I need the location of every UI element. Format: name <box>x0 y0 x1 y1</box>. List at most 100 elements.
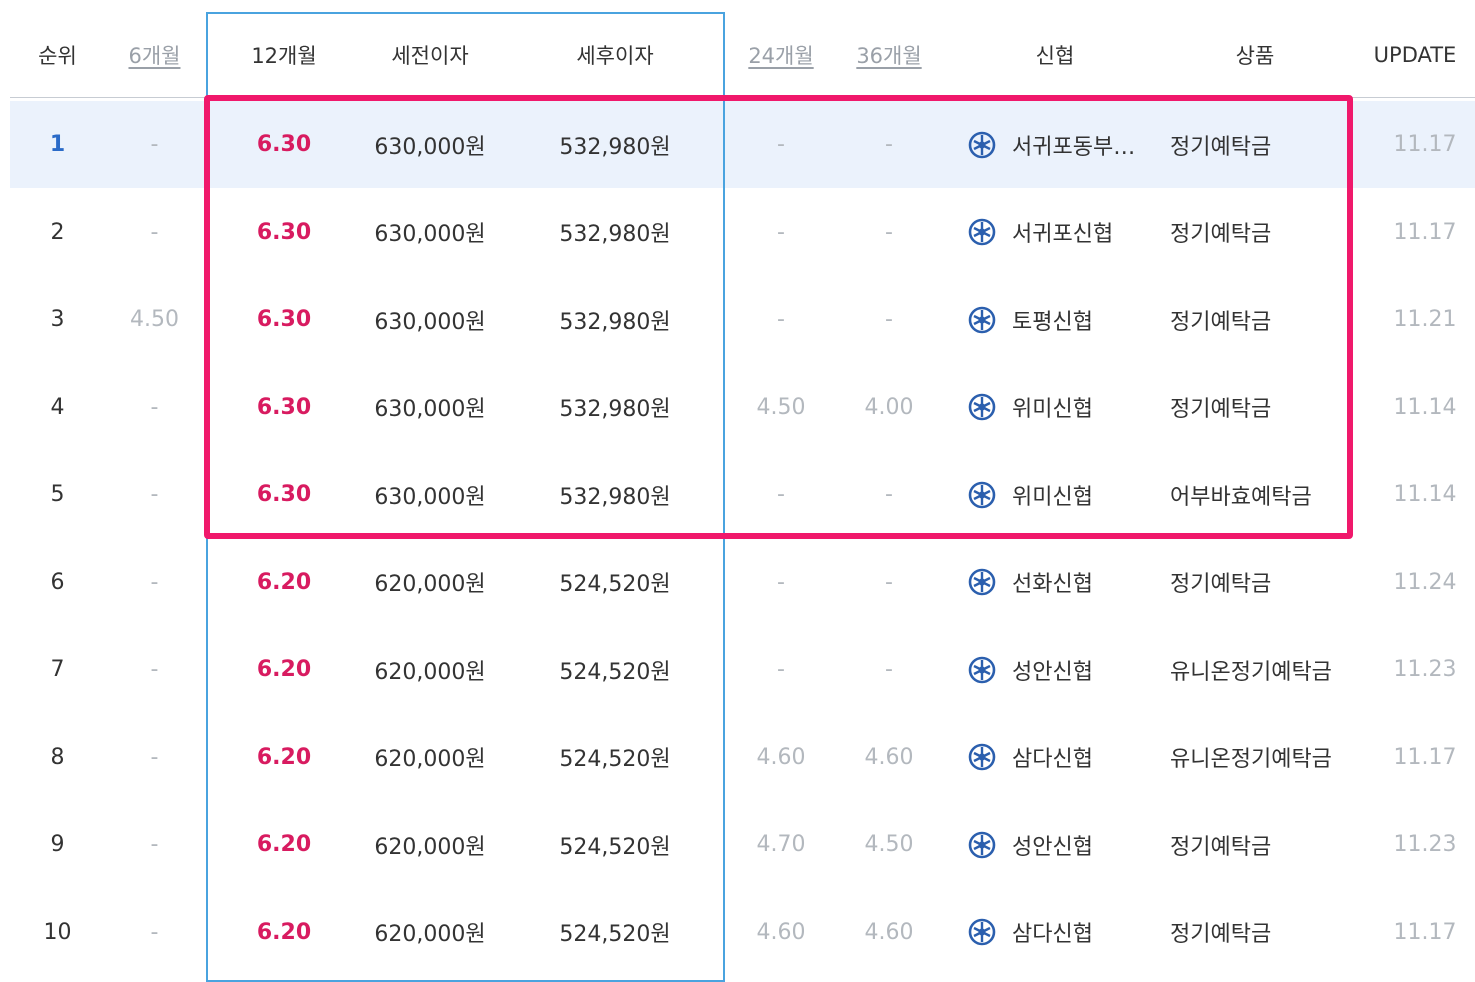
product-cell[interactable]: 정기예탁금 <box>1170 397 1272 422</box>
rate-24m-cell: 4.60 <box>756 919 806 945</box>
bank-cell[interactable]: 위미신협 <box>968 364 1158 451</box>
pretax-interest-cell: 630,000원 <box>374 309 486 335</box>
rate-36m-cell: 4.50 <box>864 832 914 857</box>
rate-6m-cell: 4.50 <box>130 307 179 332</box>
rank-cell: 7 <box>50 657 65 682</box>
update-cell: 11.23 <box>1393 657 1457 682</box>
posttax-interest-cell: 532,980원 <box>559 397 671 422</box>
rate-6m-cell: - <box>150 482 159 507</box>
posttax-interest-cell: 532,980원 <box>559 222 671 247</box>
table-row[interactable]: 7 - 6.20 620,000원 524,520원 - - 성안신협 유니온정… <box>10 626 1475 713</box>
rate-6m-cell: - <box>150 219 159 245</box>
header-36-months-sort[interactable]: 36개월 <box>856 44 922 68</box>
rate-36m-cell: - <box>885 132 893 157</box>
header-divider <box>10 97 1475 98</box>
product-cell[interactable]: 정기예탁금 <box>1170 834 1272 860</box>
posttax-interest-cell: 524,520원 <box>559 747 671 772</box>
product-cell[interactable]: 정기예탁금 <box>1170 309 1272 335</box>
pretax-interest-cell: 620,000원 <box>374 572 486 597</box>
bank-name: 성안신협 <box>1012 659 1093 685</box>
bank-cell[interactable]: 서귀포신협 <box>968 189 1158 276</box>
table-row[interactable]: 8 - 6.20 620,000원 524,520원 4.60 4.60 삼다신… <box>10 714 1475 801</box>
rank-cell: 9 <box>50 832 65 857</box>
rate-24m-cell: - <box>777 569 785 595</box>
pretax-interest-cell: 630,000원 <box>374 222 486 247</box>
bank-cell[interactable]: 토평신협 <box>968 276 1158 363</box>
product-cell[interactable]: 정기예탁금 <box>1170 572 1272 597</box>
product-cell[interactable]: 유니온정기예탁금 <box>1170 659 1332 685</box>
posttax-interest-cell: 524,520원 <box>559 834 671 860</box>
rate-24m-cell: 4.70 <box>756 832 806 857</box>
rate-24m-cell: - <box>777 482 785 507</box>
table-row[interactable]: 1 - 6.30 630,000원 532,980원 - - 서귀포동부… 정기… <box>10 101 1475 188</box>
header-24-months-sort[interactable]: 24개월 <box>748 44 814 68</box>
update-cell: 11.17 <box>1393 219 1457 245</box>
bank-name: 삼다신협 <box>1012 922 1093 947</box>
update-cell: 11.17 <box>1393 132 1457 157</box>
rate-12m-cell: 6.20 <box>256 744 312 770</box>
rate-12m-cell: 6.20 <box>256 832 312 857</box>
posttax-interest-cell: 524,520원 <box>559 922 671 947</box>
rate-36m-cell: - <box>885 219 893 245</box>
bank-cell[interactable]: 삼다신협 <box>968 714 1158 801</box>
bank-cell[interactable]: 선화신협 <box>968 539 1158 626</box>
rate-6m-cell: - <box>150 832 159 857</box>
rate-6m-cell: - <box>150 657 159 682</box>
posttax-interest-cell: 532,980원 <box>559 134 671 160</box>
update-cell: 11.14 <box>1393 394 1457 420</box>
rate-36m-cell: - <box>885 569 893 595</box>
credit-union-logo-icon <box>968 831 996 859</box>
rank-cell: 6 <box>50 569 65 595</box>
bank-cell[interactable]: 삼다신협 <box>968 889 1158 976</box>
rate-6m-cell: - <box>150 394 159 420</box>
rank-cell: 1 <box>49 132 66 157</box>
table-header: 순위 6개월 12개월 세전이자 세후이자 24개월 36개월 신협 상품 UP… <box>0 12 1475 98</box>
update-cell: 11.17 <box>1393 744 1457 770</box>
pretax-interest-cell: 630,000원 <box>374 134 486 160</box>
credit-union-logo-icon <box>968 568 996 596</box>
header-rank: 순위 <box>38 44 77 68</box>
bank-cell[interactable]: 서귀포동부… <box>968 101 1158 188</box>
bank-name: 위미신협 <box>1012 397 1093 422</box>
credit-union-logo-icon <box>968 393 996 421</box>
product-cell[interactable]: 어부바효예탁금 <box>1170 484 1312 510</box>
header-bank: 신협 <box>1035 44 1075 68</box>
rank-cell: 4 <box>50 394 65 420</box>
bank-cell[interactable]: 성안신협 <box>968 626 1158 713</box>
header-12-months: 12개월 <box>251 44 317 68</box>
table-row[interactable]: 4 - 6.30 630,000원 532,980원 4.50 4.00 위미신… <box>10 364 1475 451</box>
bank-cell[interactable]: 위미신협 <box>968 451 1158 538</box>
rate-12m-cell: 6.20 <box>256 657 312 682</box>
bank-cell[interactable]: 성안신협 <box>968 801 1158 888</box>
table-row[interactable]: 9 - 6.20 620,000원 524,520원 4.70 4.50 성안신… <box>10 801 1475 888</box>
rank-cell: 2 <box>50 219 65 245</box>
rate-12m-cell: 6.30 <box>256 307 312 332</box>
product-cell[interactable]: 정기예탁금 <box>1170 922 1272 947</box>
table-row[interactable]: 10 - 6.20 620,000원 524,520원 4.60 4.60 삼다… <box>10 889 1475 976</box>
product-cell[interactable]: 정기예탁금 <box>1170 222 1272 247</box>
header-update: UPDATE <box>1373 43 1457 67</box>
bank-name: 위미신협 <box>1012 484 1093 510</box>
rank-cell: 3 <box>50 307 65 332</box>
update-cell: 11.17 <box>1393 919 1457 945</box>
credit-union-logo-icon <box>968 656 996 684</box>
rate-24m-cell: 4.60 <box>756 744 806 770</box>
bank-name: 서귀포신협 <box>1012 222 1114 247</box>
table-row[interactable]: 3 4.50 6.30 630,000원 532,980원 - - 토평신협 정… <box>10 276 1475 363</box>
pretax-interest-cell: 630,000원 <box>374 397 486 422</box>
credit-union-logo-icon <box>968 218 996 246</box>
product-cell[interactable]: 정기예탁금 <box>1170 134 1272 160</box>
table-row[interactable]: 5 - 6.30 630,000원 532,980원 - - 위미신협 어부바효… <box>10 451 1475 538</box>
rate-24m-cell: - <box>777 307 785 332</box>
posttax-interest-cell: 524,520원 <box>559 659 671 685</box>
pretax-interest-cell: 620,000원 <box>374 659 486 685</box>
product-cell[interactable]: 유니온정기예탁금 <box>1170 747 1332 772</box>
rate-24m-cell: 4.50 <box>756 394 806 420</box>
bank-name: 성안신협 <box>1012 834 1093 860</box>
table-row[interactable]: 6 - 6.20 620,000원 524,520원 - - 선화신협 정기예탁… <box>10 539 1475 626</box>
rate-36m-cell: - <box>885 482 893 507</box>
table-row[interactable]: 2 - 6.30 630,000원 532,980원 - - 서귀포신협 정기예… <box>10 189 1475 276</box>
rate-36m-cell: - <box>885 657 893 682</box>
rate-36m-cell: 4.00 <box>864 394 914 420</box>
header-6-months-sort[interactable]: 6개월 <box>128 44 181 68</box>
